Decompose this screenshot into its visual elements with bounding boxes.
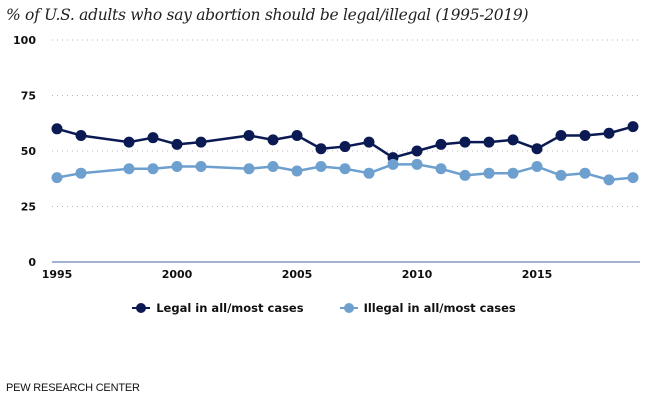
data-point-legal-2008	[363, 136, 375, 148]
data-point-illegal-2015	[531, 161, 543, 173]
data-point-illegal-2012	[459, 169, 471, 181]
legend-marker-illegal-icon	[339, 303, 358, 313]
data-point-illegal-1998	[123, 163, 135, 175]
legend-label-legal: Legal in all/most cases	[156, 301, 304, 315]
data-point-illegal-2010	[411, 158, 423, 170]
x-axis-ticks: 1995 2000 2005 2010 2015	[42, 268, 553, 281]
data-point-illegal-2009	[387, 158, 399, 170]
series-illegal	[51, 158, 639, 186]
source-footer: PEW RESEARCH CENTER	[6, 382, 140, 394]
data-point-legal-2006	[315, 143, 327, 155]
data-point-illegal-2004	[267, 161, 279, 173]
data-point-illegal-2008	[363, 167, 375, 179]
data-point-legal-2017	[579, 129, 591, 141]
x-tick-label-2010: 2010	[402, 268, 433, 281]
data-point-illegal-2019	[627, 172, 639, 184]
line-chart: 0 25 50 75 100 1995 2000 2005 2010 2015	[13, 34, 640, 281]
chart-title: % of U.S. adults who say abortion should…	[6, 6, 529, 24]
data-point-illegal-2005	[291, 165, 303, 177]
data-point-legal-1995	[51, 123, 63, 135]
series-legal	[51, 121, 639, 164]
data-point-legal-1999	[147, 132, 159, 144]
data-point-illegal-1995	[51, 172, 63, 184]
data-point-legal-2003	[243, 129, 255, 141]
data-point-illegal-2011	[435, 163, 447, 175]
data-point-legal-2007	[339, 141, 351, 153]
data-point-legal-2019	[627, 121, 639, 133]
x-tick-label-1995: 1995	[42, 268, 73, 281]
data-point-illegal-2000	[171, 161, 183, 173]
data-point-legal-2016	[555, 129, 567, 141]
data-point-legal-2010	[411, 145, 423, 157]
data-point-legal-2004	[267, 134, 279, 146]
y-tick-label-100: 100	[13, 34, 36, 47]
legend-item-legal: Legal in all/most cases	[132, 301, 304, 315]
legend-item-illegal: Illegal in all/most cases	[339, 301, 516, 315]
data-point-legal-1998	[123, 136, 135, 148]
data-point-illegal-1999	[147, 163, 159, 175]
data-point-illegal-1996	[75, 167, 87, 179]
data-point-legal-2013	[483, 136, 495, 148]
data-point-illegal-2017	[579, 167, 591, 179]
data-point-legal-2001	[195, 136, 207, 148]
data-point-illegal-2013	[483, 167, 495, 179]
legend-marker-legal-icon	[132, 303, 151, 313]
data-point-legal-2005	[291, 129, 303, 141]
y-tick-label-25: 25	[21, 201, 36, 214]
data-point-illegal-2018	[603, 174, 615, 186]
y-axis-ticks: 0 25 50 75 100	[13, 34, 36, 269]
legend: Legal in all/most cases Illegal in all/m…	[0, 301, 648, 315]
data-point-illegal-2007	[339, 163, 351, 175]
x-tick-label-2015: 2015	[522, 268, 553, 281]
y-tick-label-0: 0	[28, 256, 36, 269]
y-tick-label-50: 50	[21, 145, 37, 158]
y-tick-label-75: 75	[21, 90, 36, 103]
data-point-legal-2012	[459, 136, 471, 148]
data-point-legal-1996	[75, 129, 87, 141]
series-layer	[51, 121, 639, 186]
data-point-illegal-2014	[507, 167, 519, 179]
data-point-illegal-2006	[315, 161, 327, 173]
data-point-legal-2018	[603, 127, 615, 139]
data-point-legal-2011	[435, 138, 447, 150]
data-point-illegal-2001	[195, 161, 207, 173]
data-point-legal-2015	[531, 143, 543, 155]
data-point-legal-2000	[171, 138, 183, 150]
legend-label-illegal: Illegal in all/most cases	[363, 301, 516, 315]
x-tick-label-2005: 2005	[282, 268, 313, 281]
x-tick-label-2000: 2000	[162, 268, 193, 281]
data-point-illegal-2016	[555, 169, 567, 181]
data-point-illegal-2003	[243, 163, 255, 175]
data-point-legal-2014	[507, 134, 519, 146]
